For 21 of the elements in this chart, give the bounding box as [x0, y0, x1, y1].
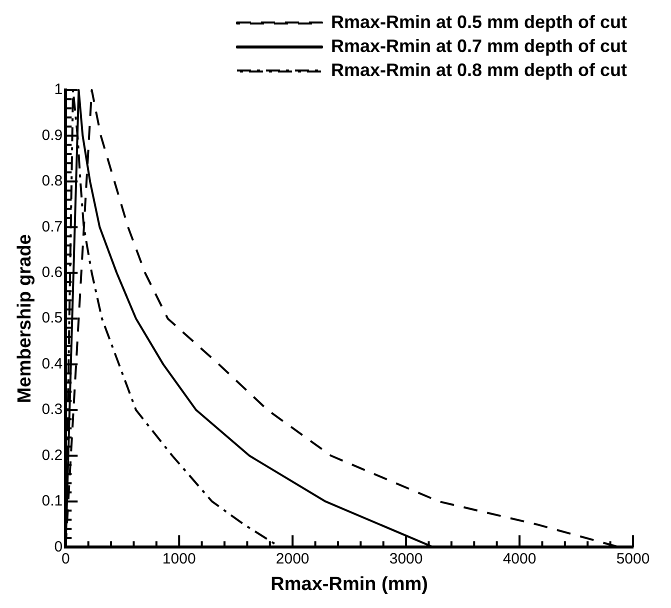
- y-tick-label: 1: [54, 81, 63, 98]
- y-tick-label: 0.1: [42, 492, 63, 510]
- y-tick-label: 0.8: [42, 172, 63, 190]
- x-tick-label: 2000: [276, 550, 310, 568]
- y-tick-label: 0.2: [42, 446, 63, 464]
- legend-label: Rmax-Rmin at 0.5 mm depth of cut: [330, 12, 628, 32]
- y-tick-label: 0: [54, 538, 63, 556]
- y-tick-label: 0.6: [42, 264, 63, 282]
- x-tick-label: 4000: [502, 550, 536, 568]
- y-tick-label: 0.3: [42, 401, 63, 418]
- x-tick-label: 3000: [389, 550, 423, 568]
- y-tick-label: 0.5: [42, 310, 63, 327]
- legend-label: Rmax-Rmin at 0.8 mm depth of cut: [330, 60, 628, 80]
- y-tick-label: 0.4: [42, 355, 63, 372]
- x-tick-label: 5000: [616, 550, 650, 568]
- y-axis-title: Membership grade: [14, 234, 36, 404]
- x-axis-title: Rmax-Rmin (mm): [270, 574, 428, 595]
- x-tick-label: 1000: [162, 550, 196, 568]
- y-tick-label: 0.7: [42, 218, 63, 236]
- legend-label: Rmax-Rmin at 0.7 mm depth of cut: [330, 36, 628, 56]
- y-tick-label: 0.9: [42, 126, 63, 144]
